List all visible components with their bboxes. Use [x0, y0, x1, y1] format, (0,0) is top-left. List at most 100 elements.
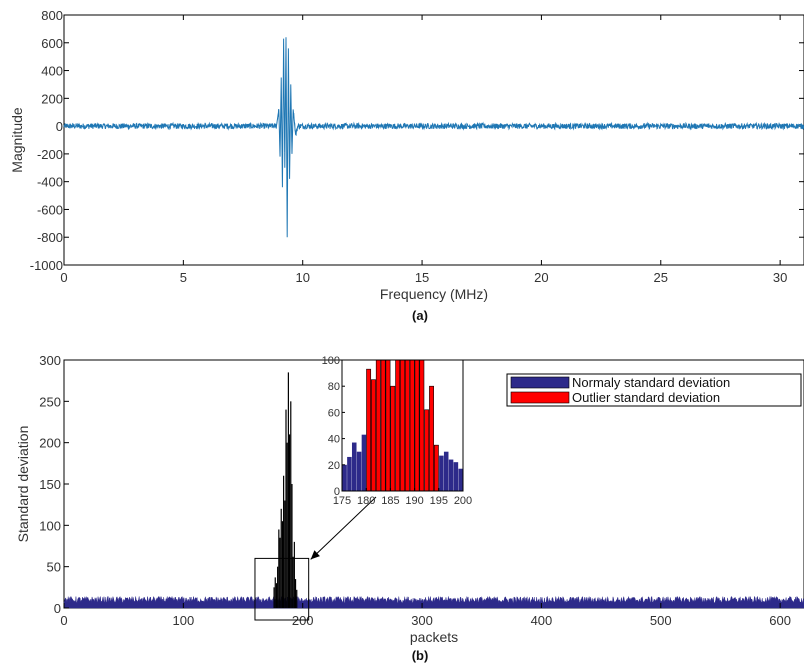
- chart-b-baseline-bars: [63, 595, 804, 609]
- legend-label-normal: Normaly standard deviation: [572, 375, 730, 390]
- inset-outlier-bar: [433, 444, 439, 492]
- chart-b-y-tick-label: 0: [54, 601, 61, 616]
- spike-bar: [285, 409, 287, 608]
- zoom-box: [254, 557, 310, 621]
- chart-b-y-tick-label: 100: [39, 518, 61, 533]
- inset-y-tick-label: 20: [328, 460, 340, 472]
- chart-a-plot-area: [63, 14, 804, 266]
- spike-bar: [286, 442, 288, 608]
- chart-b-spike-bars: [273, 372, 298, 608]
- chart-a-y-label: Magnitude: [9, 107, 25, 173]
- chart-a-x-tick-label: 10: [295, 270, 309, 285]
- legend-swatch-outlier: [510, 391, 570, 404]
- chart-a-x-tick-label: 5: [180, 270, 187, 285]
- chart-a-series-line: [63, 37, 804, 238]
- callout-arrowhead: [310, 550, 320, 560]
- inset-outlier-bar: [371, 379, 376, 492]
- chart-a-y-tick-label: 0: [56, 119, 63, 134]
- spike-bar: [274, 577, 276, 608]
- chart-a-x-label: Frequency (MHz): [380, 286, 488, 302]
- chart-a-caption: (a): [412, 308, 428, 323]
- inset-outlier-bar: [375, 359, 381, 492]
- inset-outlier-bar: [414, 359, 420, 492]
- spike-bar: [277, 566, 279, 608]
- inset-x-tick-label: 190: [405, 495, 423, 507]
- inset-y-tick-label: 60: [328, 407, 340, 419]
- chart-b-y-tick-label: 200: [39, 436, 61, 451]
- inset-x-tick-label: 200: [454, 495, 472, 507]
- chart-b-x-label: packets: [410, 629, 458, 645]
- chart-b-y-tick-label: 250: [39, 394, 61, 409]
- chart-a-y-ticks: -1000 -800 -600 -400 -200 0 200 400 600 800: [30, 8, 804, 273]
- callout-arrow: [310, 496, 377, 560]
- chart-a-y-tick-label: -1000: [30, 258, 63, 273]
- chart-b-y-label: Standard deviation: [15, 426, 31, 543]
- chart-a-x-tick-label: 15: [415, 270, 429, 285]
- legend: Normaly standard deviation Outlier stand…: [506, 373, 802, 407]
- chart-a-x-tick-label: 0: [60, 270, 67, 285]
- inset-bars: [342, 359, 463, 492]
- inset-chart: 175 180 185 190 195 200 0 20 40 60 80 100: [322, 355, 473, 507]
- inset-normal-bar: [443, 451, 449, 491]
- chart-b-x-tick-label: 300: [411, 613, 433, 628]
- chart-a-x-ticks: 0 5 10 15 20 25 30: [60, 15, 787, 285]
- chart-b-caption: (b): [412, 648, 429, 663]
- inset-frame: [341, 359, 464, 492]
- inset-outlier-bar: [429, 385, 434, 492]
- inset-outlier-bar: [390, 385, 396, 492]
- chart-a-x-tick-label: 30: [773, 270, 787, 285]
- inset-normal-bar: [347, 456, 352, 491]
- spike-bar: [279, 537, 281, 608]
- inset-x-tick-label: 185: [381, 495, 399, 507]
- inset-outlier-bar: [400, 359, 405, 492]
- spike-bar: [281, 521, 284, 608]
- inset-normal-bar: [453, 462, 459, 491]
- inset-normal-bar: [439, 455, 444, 491]
- inset-outlier-bar: [385, 359, 391, 492]
- spike-bar: [287, 372, 289, 608]
- inset-normal-bar: [342, 464, 347, 491]
- inset-outlier-bar: [409, 359, 415, 492]
- chart-a-y-tick-label: 800: [41, 8, 63, 23]
- spike-bar: [275, 583, 278, 608]
- chart-b-y-tick-label: 50: [47, 560, 61, 575]
- spike-bar: [284, 500, 286, 608]
- chart-a-y-tick-label: 400: [41, 64, 63, 79]
- chart-a: 0 5 10 15 20 25 30 -1000 -800 -600 -400 -200 0 200 40…: [9, 8, 804, 323]
- chart-b-x-tick-label: 0: [60, 613, 67, 628]
- inset-normal-bar: [356, 451, 362, 491]
- legend-label-outlier: Outlier standard deviation: [572, 390, 720, 405]
- spike-bar: [290, 401, 292, 608]
- inset-x-tick-label: 195: [430, 495, 448, 507]
- inset-y-tick-label: 100: [322, 355, 340, 367]
- spike-bar: [283, 475, 285, 608]
- spike-bar: [294, 579, 297, 608]
- chart-b-x-tick-label: 500: [650, 613, 672, 628]
- chart-b-y-tick-label: 300: [39, 353, 61, 368]
- inset-normal-bar: [458, 468, 463, 491]
- inset-x-ticks: 175 180 185 190 195 200: [333, 488, 472, 507]
- chart-b-x-tick-label: 400: [531, 613, 553, 628]
- inset-outlier-bar: [380, 359, 386, 492]
- spike-bar: [273, 587, 275, 608]
- chart-a-y-tick-label: 600: [41, 36, 63, 51]
- chart-a-x-tick-label: 25: [654, 270, 668, 285]
- inset-normal-bar: [448, 459, 454, 491]
- inset-outlier-bar: [419, 359, 425, 492]
- spike-bar: [288, 434, 291, 608]
- chart-a-y-tick-label: 200: [41, 91, 63, 106]
- chart-b-y-ticks: 0 50 100 150 200 250 300: [39, 353, 69, 616]
- inset-y-ticks: 0 20 40 60 80 100: [322, 355, 345, 498]
- spike-bar: [291, 484, 293, 608]
- inset-y-tick-label: 80: [328, 381, 340, 393]
- spike-bar: [278, 529, 280, 608]
- chart-a-y-tick-label: -600: [37, 202, 63, 217]
- chart-a-y-tick-label: -200: [37, 147, 63, 162]
- inset-y-tick-label: 0: [334, 486, 340, 498]
- chart-b-x-tick-label: 600: [769, 613, 791, 628]
- inset-normal-bar: [361, 434, 367, 491]
- inset-x-tick-label: 175: [333, 495, 351, 507]
- inset-y-tick-label: 40: [328, 434, 340, 446]
